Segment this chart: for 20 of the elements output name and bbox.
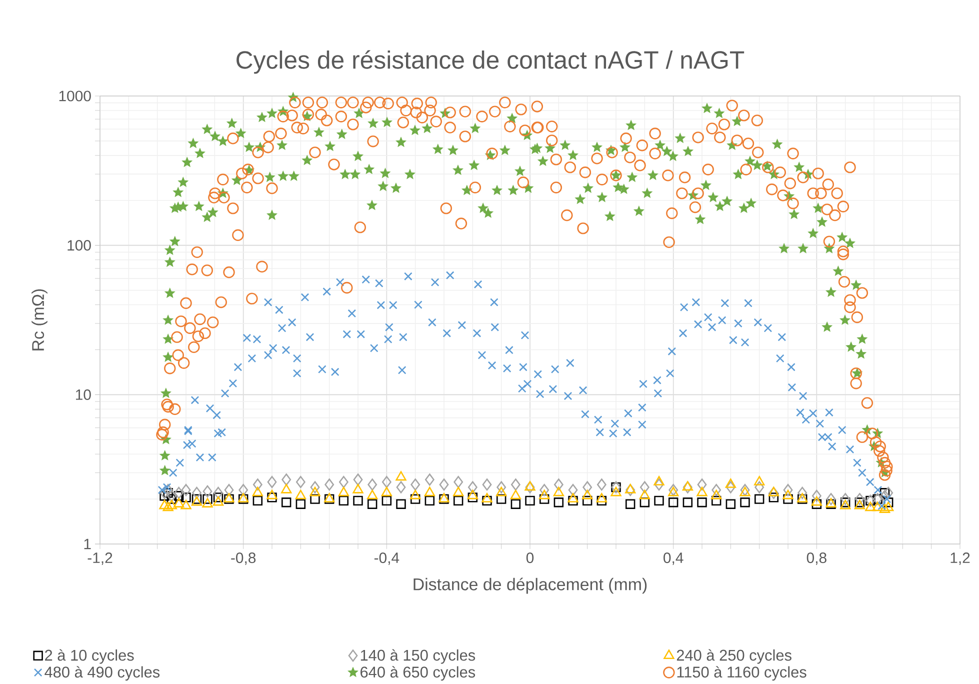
legend-label: 2 à 10 cycles — [45, 649, 134, 664]
x-tick-label: 0,8 — [806, 552, 826, 565]
y-tick-label: 1000 — [59, 90, 91, 102]
x-tick-label: -0,8 — [231, 552, 256, 565]
x-tick-label: -0,4 — [374, 552, 400, 565]
legend-label: 640 à 650 cycles — [360, 666, 476, 681]
legend-label: 140 à 150 cycles — [360, 649, 476, 664]
legend-label: 1150 à 1160 cycles — [677, 666, 806, 681]
x-tick-label: 1,2 — [950, 552, 970, 565]
x-tick-label: 0 — [526, 552, 534, 564]
x-tick-label: 0,4 — [664, 552, 684, 565]
y-tick-label: 1 — [84, 538, 91, 550]
y-axis-title: Rc (mΩ) — [32, 289, 48, 350]
legend-label: 240 à 250 cycles — [676, 649, 792, 664]
legend-label: 480 à 490 cycles — [44, 666, 160, 681]
y-tick-label: 100 — [68, 240, 91, 251]
y-tick-label: 10 — [76, 389, 91, 400]
x-axis-title: Distance de déplacement (mm) — [414, 578, 647, 594]
x-tick-label: -1,2 — [88, 552, 112, 565]
chart-title: Cycles de résistance de contact nAGT / nAGT — [236, 50, 744, 74]
